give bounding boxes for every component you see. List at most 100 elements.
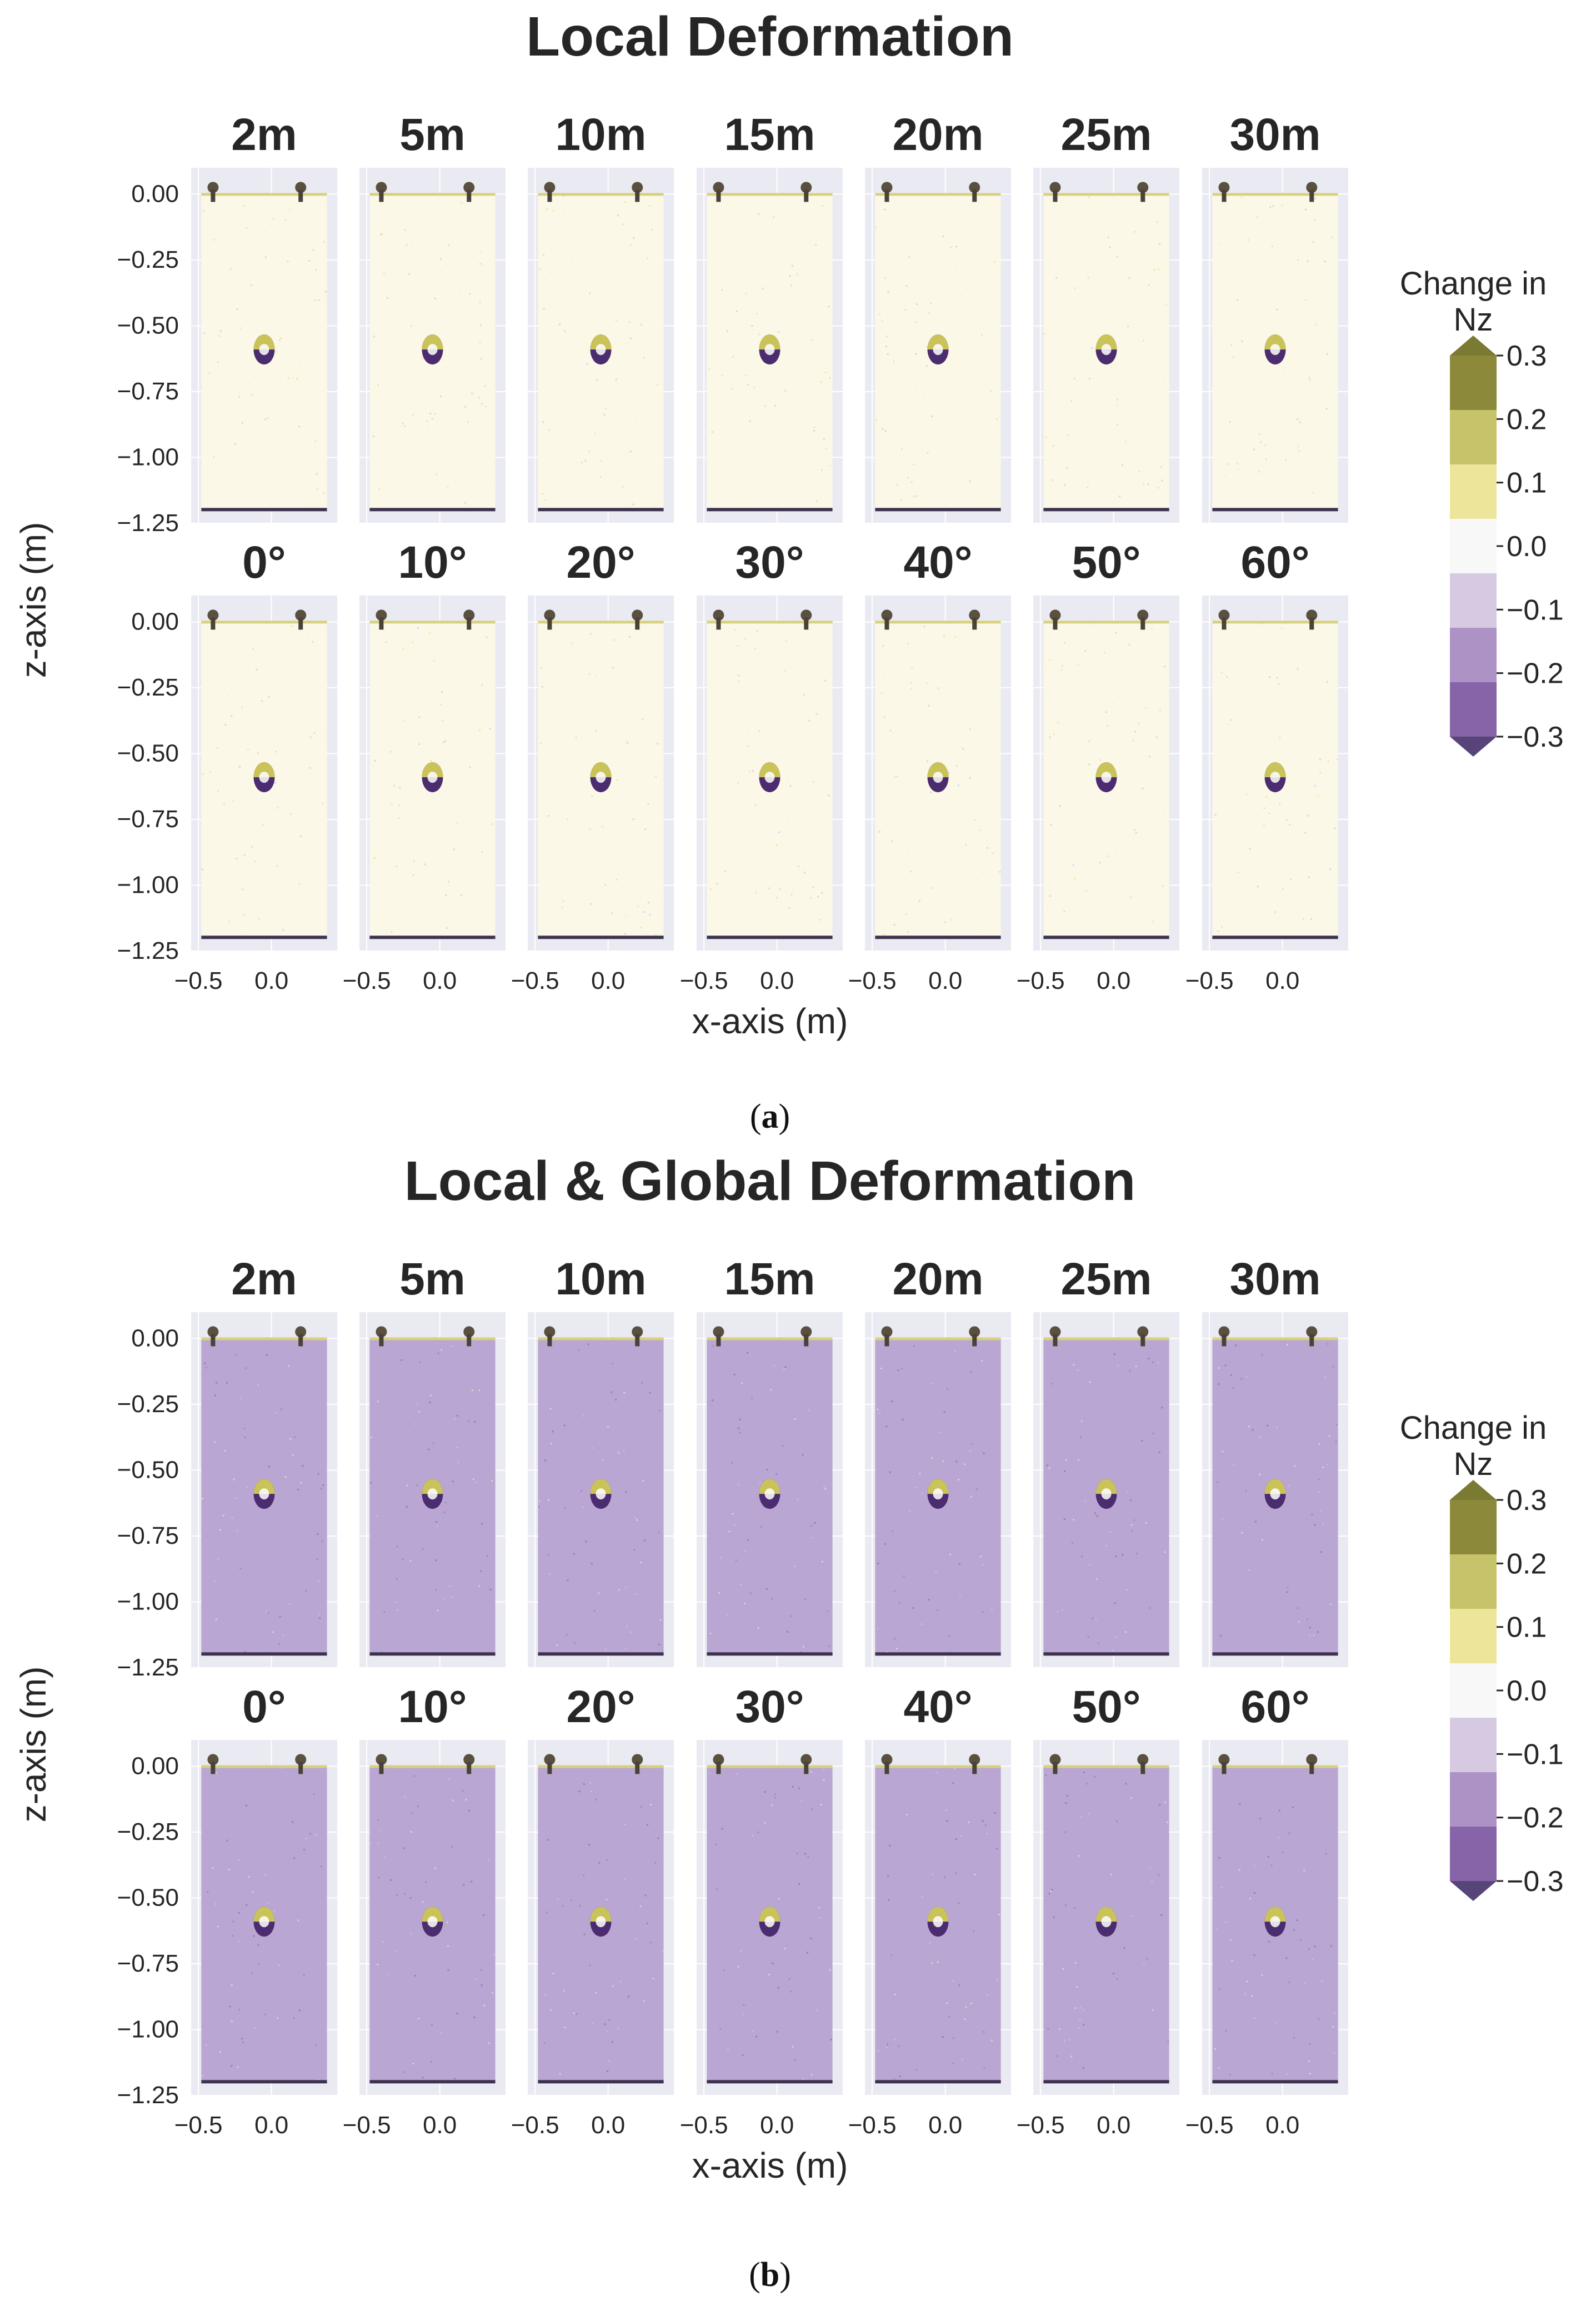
speckle	[815, 500, 818, 502]
speckle	[404, 425, 406, 427]
speckle	[452, 1480, 454, 1483]
support-marker	[547, 1762, 552, 1774]
speckle	[1253, 448, 1255, 451]
speckle	[436, 1521, 437, 1523]
speckle	[266, 731, 268, 733]
speckle	[466, 836, 468, 838]
speckle	[1167, 2040, 1169, 2043]
speckle	[471, 392, 473, 394]
subplot-title: 10°	[398, 537, 467, 588]
subplot-title: 10m	[555, 1254, 646, 1304]
speckle	[406, 244, 408, 246]
speckle	[736, 273, 738, 276]
speckle	[251, 1972, 253, 1974]
speckle	[488, 1859, 490, 1862]
support-marker	[467, 617, 472, 630]
speckle	[542, 493, 544, 495]
speckle	[1159, 709, 1161, 712]
speckle	[264, 256, 267, 258]
hole-top	[1095, 1479, 1117, 1494]
speckle	[493, 1954, 495, 1956]
speckle	[413, 861, 415, 862]
speckle	[320, 1865, 322, 1868]
speckle	[1217, 1481, 1219, 1483]
support-marker	[1309, 189, 1314, 202]
colorbar-segment	[1450, 628, 1497, 682]
speckle	[821, 1560, 823, 1563]
speckle	[538, 1500, 541, 1502]
speckle	[234, 443, 236, 445]
speckle	[1162, 364, 1164, 366]
hole-center	[596, 1916, 606, 1928]
speckle	[897, 1369, 899, 1372]
speckle	[435, 1589, 437, 1591]
hole-top	[253, 1479, 275, 1494]
x-tick-label: 0.0	[591, 2112, 625, 2139]
y-axis-label: z-axis (m)	[13, 1667, 53, 1823]
speckle	[314, 299, 316, 301]
support-marker	[467, 1334, 472, 1347]
speckle	[1135, 1365, 1137, 1367]
speckle	[1253, 1892, 1255, 1894]
speckle	[640, 1561, 642, 1563]
top-edge	[538, 1337, 664, 1340]
speckle	[630, 337, 632, 339]
speckle	[883, 674, 885, 677]
subplot-title: 30°	[735, 537, 804, 588]
speckle	[903, 653, 905, 655]
speckle	[396, 1545, 398, 1548]
speckle	[657, 743, 659, 745]
speckle	[404, 1796, 406, 1798]
speckle	[1158, 1874, 1160, 1876]
speckle	[642, 718, 644, 721]
speckle	[1229, 1939, 1232, 1941]
subplot-title: 25m	[1060, 109, 1152, 160]
speckle	[1143, 339, 1144, 342]
speckle	[322, 1484, 324, 1487]
panel: 25m	[1033, 1254, 1179, 1668]
speckle	[970, 1495, 973, 1498]
speckle	[276, 351, 278, 353]
speckle	[449, 1585, 451, 1587]
speckle	[1074, 878, 1075, 880]
speckle	[254, 2027, 256, 2029]
speckle	[1092, 1617, 1093, 1619]
speckle	[1261, 1539, 1263, 1541]
speckle	[942, 236, 944, 237]
support-marker	[1218, 182, 1230, 193]
speckle	[578, 1349, 580, 1351]
speckle	[464, 406, 467, 408]
speckle	[381, 919, 383, 922]
speckle	[457, 822, 459, 824]
speckle	[712, 1399, 714, 1402]
speckle	[309, 767, 311, 769]
speckle	[727, 2048, 729, 2050]
speckle	[1229, 421, 1231, 423]
speckle	[817, 896, 819, 898]
speckle	[584, 459, 587, 462]
speckle	[1227, 463, 1229, 465]
y-tick-label: −0.75	[117, 806, 179, 833]
speckle	[910, 871, 912, 873]
speckle	[772, 1963, 774, 1964]
support-marker	[379, 189, 384, 202]
speckle	[1074, 287, 1076, 289]
hole-top	[1264, 1479, 1286, 1494]
speckle	[443, 1598, 446, 1600]
speckle	[811, 339, 813, 341]
speckle	[417, 1402, 419, 1404]
speckle	[486, 1555, 488, 1557]
speckle	[1129, 1369, 1131, 1372]
speckle	[1063, 642, 1065, 644]
speckle	[1088, 196, 1090, 198]
speckle	[815, 713, 818, 715]
speckle	[1224, 1364, 1227, 1367]
speckle	[564, 2027, 566, 2029]
support-marker	[800, 609, 812, 621]
speckle	[378, 488, 381, 491]
speckle	[905, 285, 908, 287]
speckle	[1128, 643, 1130, 646]
speckle	[580, 1490, 582, 1492]
speckle	[913, 496, 915, 497]
speckle	[624, 933, 626, 935]
